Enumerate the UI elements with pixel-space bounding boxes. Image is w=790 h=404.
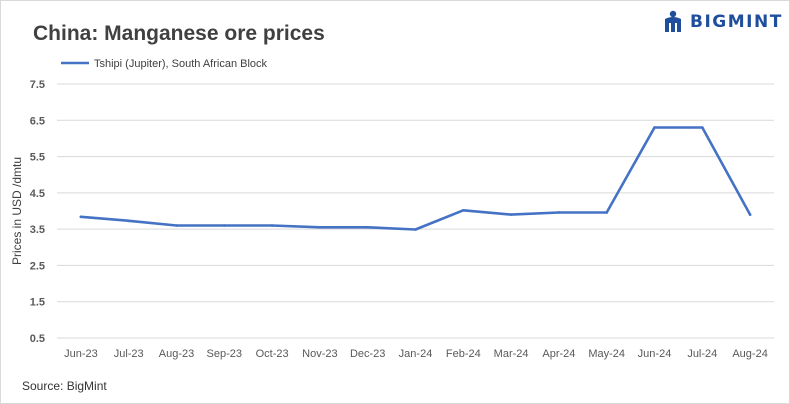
y-tick-label: 2.5 [30, 260, 45, 272]
x-tick-label: Aug-24 [732, 348, 767, 360]
y-axis-label: Prices in USD /dmtu [10, 157, 24, 265]
data-point [701, 126, 704, 129]
bigmint-logo-icon [665, 10, 681, 32]
x-tick-label: Apr-24 [542, 348, 575, 360]
x-tick-label: Aug-23 [159, 348, 194, 360]
y-tick-label: 7.5 [30, 79, 45, 91]
legend-label: Tshipi (Jupiter), South African Block [94, 58, 268, 70]
source-note: Source: BigMint [22, 379, 107, 393]
x-tick-label: Jul-23 [114, 348, 144, 360]
data-point [127, 219, 130, 223]
data-point [79, 215, 83, 219]
data-point [366, 226, 370, 229]
data-point [270, 224, 274, 227]
x-tick-label: Feb-24 [446, 348, 481, 360]
series-group [79, 126, 752, 231]
y-tick-label: 6.5 [30, 115, 45, 127]
data-point [653, 126, 656, 129]
y-tick-label: 5.5 [30, 152, 45, 164]
data-point [414, 228, 417, 231]
y-axis-ticks: 0.5 1.5 2.5 3.5 4.5 5.5 6.5 7.5 [30, 79, 45, 345]
x-axis-ticks: Jun-23 Jul-23 Aug-23 Sep-23 Oct-23 Nov-23 Dec-… [64, 348, 768, 360]
data-point [175, 224, 178, 227]
y-tick-label: 4.5 [30, 188, 45, 200]
x-tick-label: Dec-23 [350, 348, 385, 360]
x-tick-label: Jun-24 [638, 348, 672, 360]
brand-logo: BIGMINT [662, 8, 783, 36]
y-tick-label: 0.5 [30, 333, 45, 345]
x-tick-label: Mar-24 [494, 348, 529, 360]
data-point [509, 213, 513, 216]
gridlines [57, 83, 774, 339]
data-point [462, 208, 465, 212]
legend: Tshipi (Jupiter), South African Block [61, 58, 268, 70]
data-point [318, 226, 322, 229]
y-tick-label: 3.5 [30, 224, 45, 236]
x-tick-label: Oct-23 [256, 348, 289, 360]
x-tick-label: May-24 [588, 348, 625, 360]
data-point [223, 224, 226, 227]
data-point [748, 213, 752, 216]
x-tick-label: Jan-24 [399, 348, 433, 360]
x-tick-label: Jul-24 [687, 348, 717, 360]
brand-name: BIGMINT [690, 12, 783, 32]
y-tick-label: 1.5 [30, 297, 45, 309]
x-tick-label: Sep-23 [207, 348, 242, 360]
x-tick-label: Nov-23 [302, 348, 337, 360]
series-line [79, 126, 752, 231]
x-tick-label: Jun-23 [64, 348, 98, 360]
data-point [557, 211, 561, 214]
chart-title: China: Manganese ore prices [33, 22, 325, 45]
data-point [605, 211, 608, 214]
